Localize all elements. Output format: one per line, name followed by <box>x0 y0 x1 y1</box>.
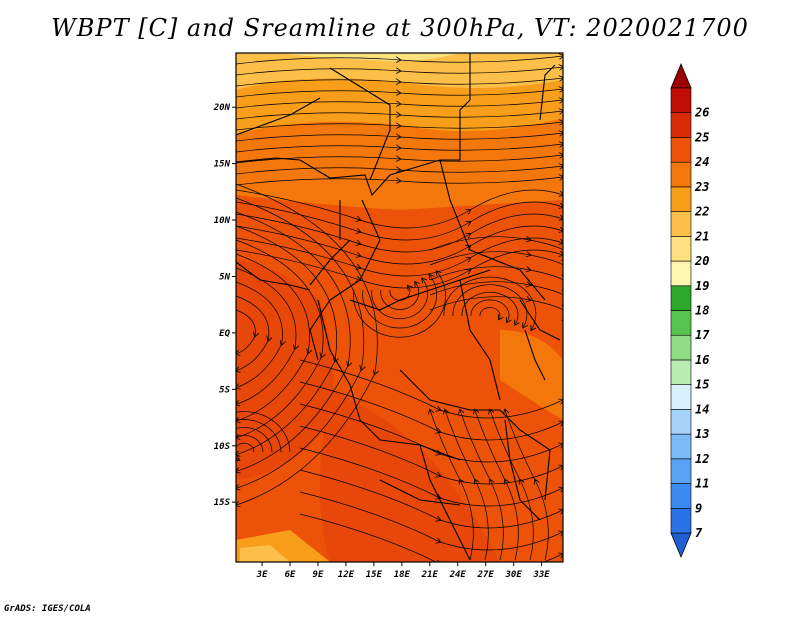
lat-tick-label: 5N <box>219 272 230 282</box>
lon-tick-label: 12E <box>338 570 355 580</box>
lat-tick-label: 10N <box>214 216 231 226</box>
colorbar-swatch <box>670 260 692 287</box>
colorbar-label: 15 <box>695 378 709 392</box>
map-frame <box>235 52 564 563</box>
country-borders <box>236 53 561 561</box>
colorbar-swatch <box>670 112 692 138</box>
wbpt-shading <box>236 53 563 562</box>
colorbar-label: 13 <box>695 427 709 441</box>
colorbar-label: 22 <box>694 205 709 219</box>
colorbar-label: 18 <box>695 304 709 318</box>
streamlines <box>236 56 563 562</box>
colorbar-swatch <box>670 236 692 262</box>
colorbar-top-arrow <box>670 62 692 89</box>
colorbar-swatch <box>670 507 692 534</box>
colorbar-swatch <box>670 186 692 212</box>
lon-tick-label: 24E <box>449 570 467 580</box>
colorbar-swatch <box>670 334 692 361</box>
lat-tick-label: 15S <box>214 498 231 508</box>
colorbar-swatch <box>670 211 692 237</box>
lon-tick-label: 18E <box>394 570 411 580</box>
lat-tick-label: 5S <box>219 385 230 395</box>
map-title: WBPT [C] and Sreamline at 300hPa, VT: 20… <box>51 14 749 42</box>
colorbar-swatch <box>670 359 692 385</box>
lon-tick-label: 6E <box>285 570 296 580</box>
colorbar-label: 26 <box>694 106 709 120</box>
colorbar-label: 11 <box>695 477 709 491</box>
colorbar-swatch <box>670 483 692 509</box>
lat-tick-label: 10S <box>214 442 231 452</box>
colorbar-swatch <box>670 285 692 311</box>
colorbar-swatch <box>670 433 692 460</box>
latitude-axis: 20N 15N 10N 5N EQ 5S 10S 15S <box>213 103 236 508</box>
colorbar-label: 24 <box>694 155 709 169</box>
colorbar-label: 9 <box>695 501 702 515</box>
lon-tick-label: 21E <box>421 570 439 580</box>
colorbar-label: 7 <box>695 526 703 540</box>
lon-tick-label: 27E <box>477 570 495 580</box>
lon-tick-label: 15E <box>366 570 383 580</box>
colorbar-swatch <box>670 137 692 163</box>
colorbar-swatch <box>670 310 692 336</box>
credit-label: GrADS: IGES/COLA <box>4 604 91 614</box>
colorbar-label: 19 <box>695 279 709 293</box>
colorbar-swatch <box>670 87 692 114</box>
lat-tick-label: 15N <box>214 160 231 170</box>
colorbar-bottom-arrow <box>670 532 692 559</box>
lon-tick-label: 30E <box>504 570 522 580</box>
colorbar-swatch <box>670 384 692 410</box>
colorbar-label: 16 <box>695 353 709 367</box>
colorbar-label: 23 <box>694 180 709 194</box>
lon-tick-label: 33E <box>532 570 550 580</box>
colorbar-label: 25 <box>694 130 709 144</box>
colorbar-label: 21 <box>694 229 709 243</box>
lat-tick-label: EQ <box>219 329 230 339</box>
lon-tick-label: 3E <box>256 570 268 580</box>
colorbar-swatch <box>670 458 692 484</box>
colorbar-swatch <box>670 409 692 435</box>
lat-tick-label: 20N <box>213 103 231 113</box>
colorbar-swatch <box>670 161 692 188</box>
longitude-axis: 3E 6E 9E 12E 15E 18E 21E 24E 27E 30E 33E <box>256 562 550 580</box>
lon-tick-label: 9E <box>313 570 324 580</box>
colorbar-label: 17 <box>695 328 710 342</box>
colorbar-label: 20 <box>694 254 709 268</box>
colorbar-label: 12 <box>695 452 709 466</box>
colorbar: 7 9 11 12 13 14 15 16 17 18 19 20 21 22 23 24 25 26 <box>670 62 710 559</box>
colorbar-label: 14 <box>695 402 709 416</box>
